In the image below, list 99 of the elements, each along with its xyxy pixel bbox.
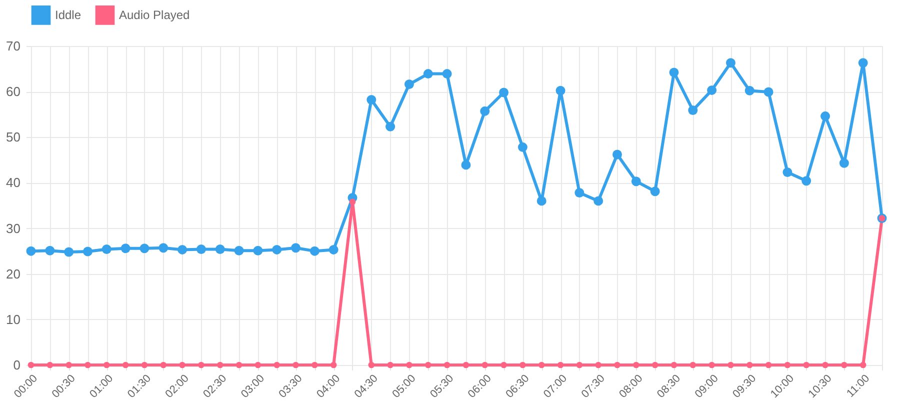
point: [196, 244, 206, 254]
point: [215, 244, 225, 254]
y-tick-label: 70: [6, 38, 20, 54]
point: [291, 243, 300, 253]
point: [45, 246, 55, 256]
point: [387, 362, 394, 368]
point: [765, 362, 772, 368]
point: [274, 362, 280, 368]
point: [254, 362, 262, 368]
point: [670, 362, 678, 368]
point: [442, 69, 452, 79]
point: [368, 362, 375, 368]
point: [612, 150, 622, 160]
point: [782, 168, 792, 177]
point: [236, 362, 242, 368]
point: [500, 362, 507, 368]
point: [518, 142, 528, 152]
point: [631, 176, 641, 186]
point: [520, 362, 526, 368]
point: [594, 196, 604, 206]
point: [216, 362, 224, 368]
point: [841, 362, 848, 368]
point: [764, 87, 774, 97]
point: [64, 247, 74, 257]
point: [803, 362, 810, 368]
point: [66, 362, 72, 368]
point: [158, 243, 168, 253]
point: [272, 244, 282, 254]
point: [707, 85, 717, 95]
point: [141, 362, 148, 368]
point: [198, 362, 204, 368]
point: [538, 362, 545, 368]
point: [253, 246, 263, 256]
point: [234, 246, 244, 256]
point: [82, 246, 92, 256]
point: [292, 362, 299, 368]
point: [574, 188, 584, 198]
point: [406, 362, 412, 368]
point: [46, 362, 54, 368]
point: [576, 362, 583, 368]
point: [312, 362, 318, 368]
point: [669, 68, 679, 78]
y-tick-label: 30: [6, 220, 20, 236]
point: [728, 362, 734, 368]
point: [179, 362, 186, 368]
point: [386, 122, 396, 132]
point: [784, 362, 791, 368]
point: [160, 362, 167, 368]
point: [28, 362, 34, 368]
point: [366, 95, 376, 105]
point: [140, 244, 150, 254]
point: [536, 196, 546, 206]
point: [26, 246, 36, 256]
point: [839, 158, 849, 168]
point: [557, 362, 564, 368]
y-tick-label: 40: [6, 175, 20, 190]
point: [328, 244, 338, 254]
y-tick-label: 50: [6, 130, 20, 145]
y-tick-label: 0: [13, 358, 20, 372]
y-tick-label: 60: [6, 84, 20, 100]
y-tick-label: 20: [6, 266, 20, 282]
point: [822, 362, 828, 368]
point: [103, 362, 110, 368]
point: [482, 362, 488, 368]
point: [595, 362, 602, 368]
point: [84, 362, 91, 368]
point: [690, 362, 696, 368]
point: [424, 362, 432, 368]
point: [461, 160, 471, 170]
point: [349, 198, 356, 206]
y-tick-label: 10: [6, 312, 20, 327]
point: [708, 362, 715, 368]
point: [652, 362, 658, 368]
point: [480, 106, 490, 116]
point: [650, 186, 660, 196]
point: [423, 69, 433, 79]
point: [122, 362, 129, 368]
legend-label: Audio Played: [119, 8, 190, 22]
point: [726, 58, 736, 68]
point: [614, 362, 620, 368]
point: [802, 176, 812, 186]
point: [820, 111, 830, 121]
point: [310, 246, 320, 256]
legend-label: Iddle: [55, 8, 82, 22]
point: [120, 244, 130, 254]
point: [462, 362, 470, 368]
point: [444, 362, 450, 368]
point: [858, 58, 868, 68]
point: [102, 244, 112, 254]
point: [860, 362, 866, 368]
point: [178, 244, 188, 254]
point: [556, 86, 566, 96]
point: [688, 106, 698, 115]
point: [746, 362, 753, 368]
point: [330, 362, 337, 368]
point: [632, 362, 640, 368]
point: [404, 80, 414, 90]
point: [499, 88, 509, 98]
point: [744, 86, 754, 96]
